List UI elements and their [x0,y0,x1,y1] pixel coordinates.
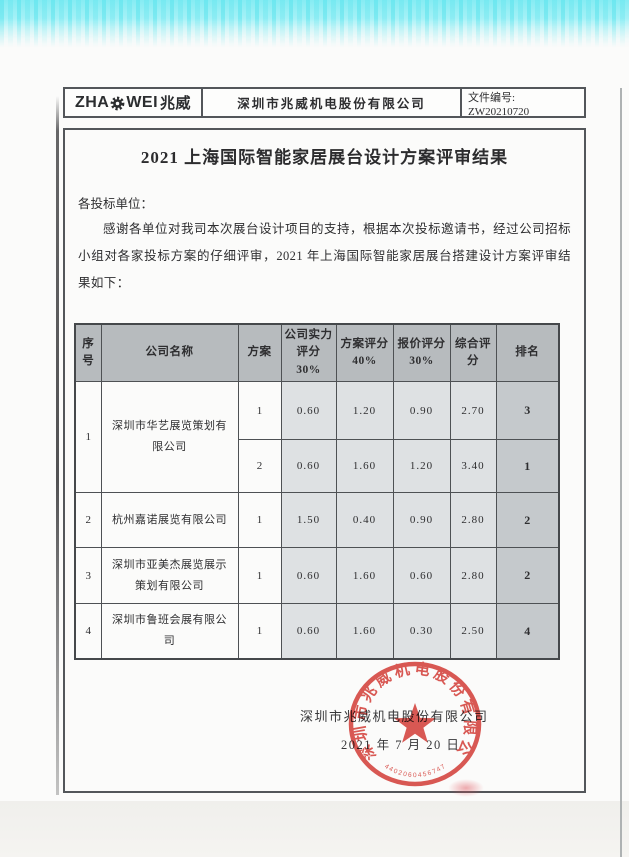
scan-page-edge-line [620,88,622,857]
stamp-ring [348,661,482,787]
cell-company: 深圳市亚美杰展览展示策划有限公司 [100,547,239,604]
cell-rank: 2 [495,492,560,548]
evaluation-table: 序号 公司名称 方案 公司实力评分 30% 方案评分 40% 报价评分 30% … [74,323,560,660]
table-header-row: 序号 公司名称 方案 公司实力评分 30% 方案评分 40% 报价评分 30% … [74,323,560,382]
cell-rank: 2 [495,547,560,604]
document-body-frame: 2021 上海国际智能家居展台设计方案评审结果 各投标单位： 感谢各单位对我司本… [63,128,586,793]
table-row: 3 深圳市亚美杰展览展示策划有限公司 1 0.60 1.60 0.60 2.80… [74,547,560,604]
cell-company: 杭州嘉诺展览有限公司 [100,492,239,548]
scan-artifact-top-band [0,0,629,52]
cell-strength-score: 0.60 [280,603,337,660]
document-header: ZHA WEI 兆威 深圳市兆威机电股份有限公司 文件编号: ZW2021072… [63,87,586,118]
cell-rank: 1 [495,439,560,493]
file-number-value: ZW20210720 [468,106,530,119]
body-paragraph: 感谢各单位对我司本次展台设计项目的支持，根据本次投标邀请书，经过公司招标小组对各… [78,222,571,290]
col-header-rank: 排名 [495,323,560,382]
cell-company: 深圳市鲁班会展有限公司 [100,603,239,660]
cell-seq: 2 [74,492,102,548]
cell-strength-score: 0.60 [280,439,337,493]
cell-rank: 3 [495,381,560,440]
cell-quote-score: 1.20 [392,439,451,493]
stamp-serial-number: 4402060456747 [383,762,446,779]
table-row: 4 深圳市鲁班会展有限公司 1 0.60 1.60 0.30 2.50 4 [74,603,560,660]
gear-icon [110,96,125,111]
document-title: 2021 上海国际智能家居展台设计方案评审结果 [140,148,509,167]
scan-artifact-bottom-strip [0,801,629,857]
cell-design-score: 1.20 [335,381,394,440]
company-seal-stamp: 深圳市兆威机电股份有限公司 4402060456747 [345,654,482,787]
svg-text:深圳市兆威机电股份有限公司: 深圳市兆威机电股份有限公司 [345,654,478,764]
col-header-seq: 序号 [74,323,102,382]
col-header-scheme: 方案 [237,323,282,382]
cell-design-score: 1.60 [335,439,394,493]
cell-quote-score: 0.30 [392,603,451,660]
file-number-cell: 文件编号: ZW20210720 [460,89,584,119]
col-header-company: 公司名称 [100,323,239,382]
col-header-quote-score: 报价评分 30% [392,323,451,382]
col-header-strength-score: 公司实力评分 30% [280,323,337,382]
cell-strength-score: 0.60 [280,547,337,604]
table-row: 1 深圳市华艺展览策划有限公司 1 0.60 1.20 0.90 2.70 3 [74,381,560,493]
logo-text-cn: 兆威 [160,95,192,112]
footer-company-name: 深圳市兆威机电股份有限公司 [300,709,489,724]
cell-scheme: 1 [237,381,282,440]
cell-company: 深圳市华艺展览策划有限公司 [100,381,239,493]
cell-design-score: 0.40 [335,492,394,548]
cell-seq: 4 [74,603,102,660]
cell-design-score: 1.60 [335,547,394,604]
cell-quote-score: 0.90 [392,381,451,440]
cell-total-score: 3.40 [449,439,497,493]
cell-quote-score: 0.90 [392,492,451,548]
cell-seq: 1 [74,381,102,493]
cell-strength-score: 1.50 [280,492,337,548]
cell-total-score: 2.50 [449,603,497,660]
logo-text-wei: WEI [126,93,159,111]
col-header-design-score: 方案评分 40% [335,323,394,382]
header-company-name: 深圳市兆威机电股份有限公司 [237,97,426,111]
cell-strength-score: 0.60 [280,381,337,440]
col-header-total-score: 综合评分 [449,323,497,382]
stamp-ring-text: 深圳市兆威机电股份有限公司 [345,654,478,764]
cell-scheme: 1 [237,547,282,604]
cell-total-score: 2.80 [449,547,497,604]
cell-design-score: 1.60 [335,603,394,660]
file-number-label: 文件编号: [468,92,516,104]
cell-rank: 4 [495,603,560,660]
footer-date: 2021 年 7 月 20 日 [341,738,461,752]
cell-scheme: 1 [237,492,282,548]
table-row: 2 0.60 1.60 1.20 3.40 1 [75,439,560,493]
salutation-line: 各投标单位： [78,197,154,211]
company-logo: ZHA WEI 兆威 [65,89,203,116]
cell-total-score: 2.70 [449,381,497,440]
stamp-star-icon [394,703,436,743]
cell-scheme: 2 [237,439,282,493]
logo-text-zha: ZHA [74,93,110,111]
svg-text:4402060456747: 4402060456747 [383,762,448,779]
table-row: 2 杭州嘉诺展览有限公司 1 1.50 0.40 0.90 2.80 2 [74,492,560,548]
scan-shadow-line [56,96,59,795]
cell-seq: 3 [74,547,102,604]
cell-quote-score: 0.60 [392,547,451,604]
cell-total-score: 2.80 [449,492,497,548]
cell-scheme: 1 [237,603,282,660]
stamp-ink-smudge [448,779,484,797]
